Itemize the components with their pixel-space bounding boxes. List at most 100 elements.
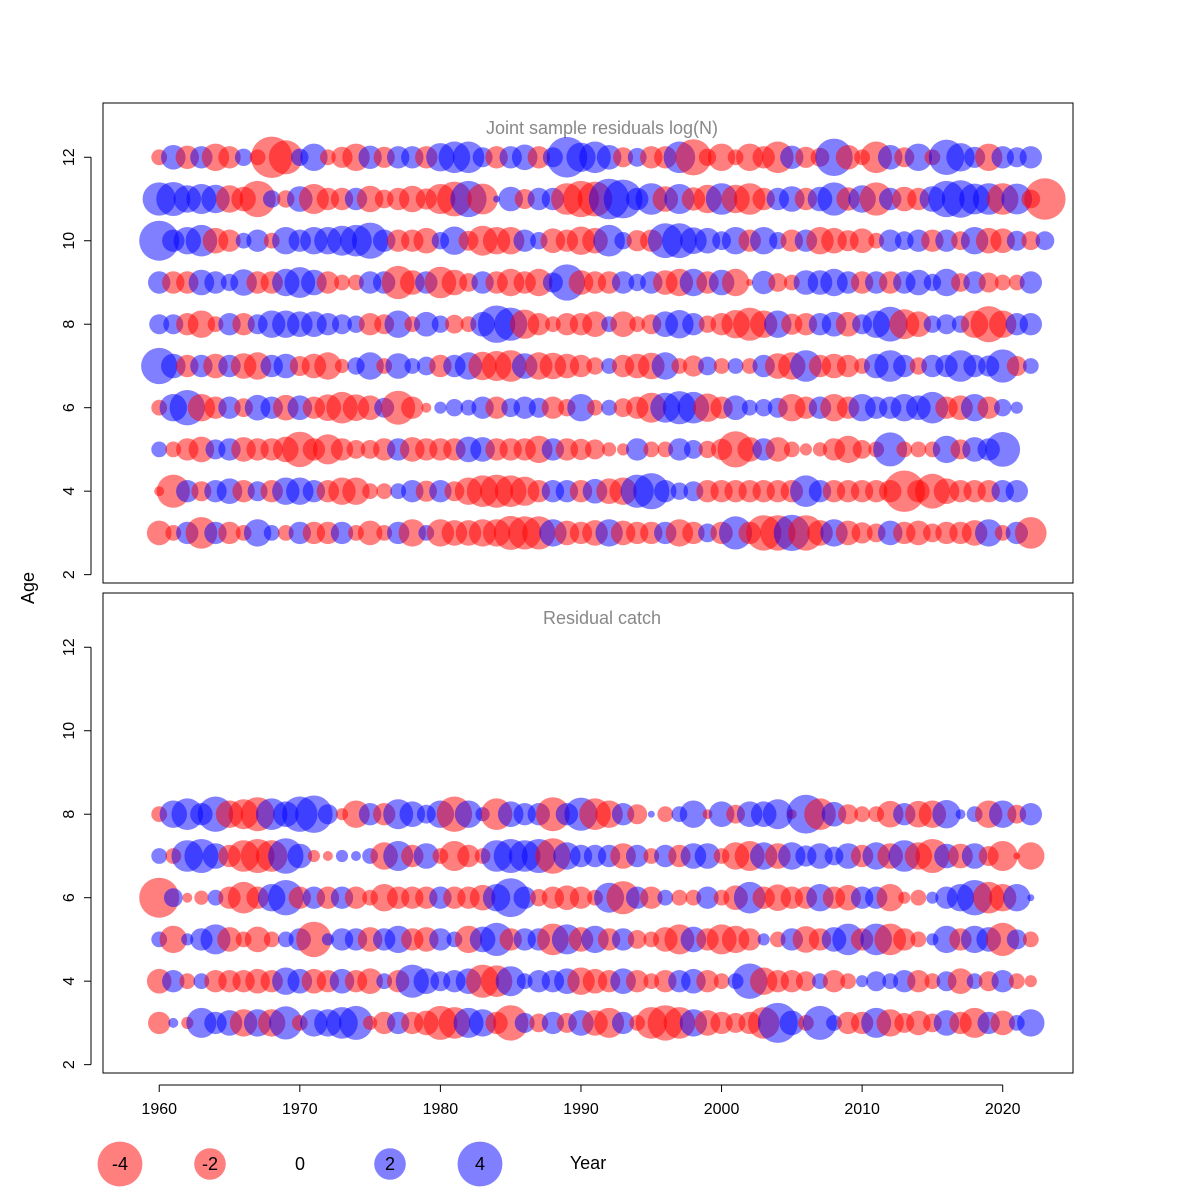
bubble-age-3-year-2000 <box>710 1011 733 1035</box>
bubble-age-9-year-2019 <box>978 272 999 293</box>
bubble-age-11-year-1967 <box>239 180 276 218</box>
bubble-age-9-year-2004 <box>768 273 788 292</box>
bubble-age-5-year-1993 <box>611 928 635 951</box>
bubble-age-9-year-2022 <box>1019 271 1042 294</box>
bubble-age-7-year-2018 <box>961 843 988 869</box>
bubble-age-4-year-2014 <box>907 970 930 993</box>
bubble-age-8-year-1975 <box>358 313 382 336</box>
bubble-age-8-year-2016 <box>932 800 961 829</box>
legend-bubble <box>194 1148 226 1180</box>
bubble-age-7-year-1975 <box>356 352 384 380</box>
bubble-age-8-year-1993 <box>611 803 635 826</box>
bubble-age-8-year-1982 <box>454 800 483 828</box>
bubble-age-7-year-1970 <box>287 843 313 869</box>
bubble-age-8-year-2016 <box>936 314 957 335</box>
bubble-age-7-year-2009 <box>836 354 860 378</box>
bubble-age-10-year-1999 <box>694 227 721 254</box>
bubble-age-8-year-1977 <box>384 310 412 338</box>
bubble-age-5-year-1994 <box>626 438 649 461</box>
bubble-age-5-year-1960 <box>151 441 168 458</box>
bubble-age-3-year-1985 <box>493 1005 529 1041</box>
y-tick-label: 8 <box>61 810 78 819</box>
bubble-age-6-year-1984 <box>485 396 508 419</box>
bubble-age-8-year-1980 <box>431 315 450 333</box>
panel-2-bubbles <box>139 794 1045 1043</box>
bubble-age-4-year-1975 <box>357 968 383 994</box>
x-tick-label: 2020 <box>985 1101 1021 1118</box>
bubble-age-6-year-2003 <box>755 399 773 417</box>
bubble-age-7-year-2001 <box>727 358 744 374</box>
bubble-age-3-year-1973 <box>330 521 354 545</box>
bubble-age-3-year-1960 <box>146 520 172 546</box>
bubble-age-5-year-1990 <box>570 438 592 460</box>
bubble-age-3-year-2014 <box>906 1010 931 1036</box>
bubble-age-6-year-1975 <box>357 395 383 421</box>
bubble-age-7-year-1960 <box>151 848 168 864</box>
bubble-age-10-year-1992 <box>593 224 625 257</box>
bubble-age-8-year-2008 <box>821 801 847 827</box>
bubble-age-8-year-2014 <box>905 311 932 338</box>
bubble-age-3-year-2019 <box>975 519 1003 547</box>
bubble-age-7-year-2021 <box>1006 356 1027 376</box>
bubble-age-8-year-1994 <box>627 804 648 825</box>
y-tick-label: 6 <box>61 893 78 902</box>
bubble-age-5-year-1994 <box>627 930 647 949</box>
y-tick-label: 2 <box>61 570 78 579</box>
bubble-age-4-year-1974 <box>342 477 370 505</box>
bubble-age-5-year-1961 <box>159 925 187 954</box>
bubble-age-4-year-1994 <box>626 970 649 993</box>
bubble-age-8-year-2022 <box>1019 803 1042 826</box>
bubble-age-4-year-2015 <box>924 973 941 990</box>
bubble-age-5-year-1998 <box>684 440 703 459</box>
bubble-age-5-year-2014 <box>910 931 927 948</box>
bubble-age-4-year-1962 <box>179 973 196 990</box>
bubble-age-6-year-1979 <box>421 402 432 413</box>
y-tick-label: 2 <box>61 1060 78 1069</box>
y-tick-label: 12 <box>61 638 78 656</box>
bubble-age-4-year-1980 <box>429 480 452 503</box>
x-tick-label: 1990 <box>563 1101 599 1118</box>
bubble-age-7-year-2022 <box>1022 358 1039 374</box>
bubble-age-4-year-1975 <box>362 483 378 500</box>
bubble-age-8-year-2004 <box>762 799 793 830</box>
bubble-age-12-year-2014 <box>904 143 933 171</box>
panel-2-frame <box>102 592 1074 1074</box>
bubble-age-12-year-1972 <box>320 149 336 166</box>
bubble-age-9-year-1981 <box>441 269 468 296</box>
bubble-age-7-year-1999 <box>694 843 721 869</box>
bubble-age-6-year-2020 <box>994 399 1012 417</box>
bubble-age-9-year-2020 <box>994 274 1011 291</box>
bubble-age-4-year-2018 <box>966 973 983 990</box>
bubble-age-10-year-1967 <box>246 229 269 252</box>
bubble-age-3-year-1978 <box>398 519 426 547</box>
bubble-age-5-year-1972 <box>321 933 334 946</box>
legend-bubble <box>374 1148 406 1180</box>
bubble-age-4-year-2009 <box>840 973 856 990</box>
bubble-age-5-year-2010 <box>852 440 872 459</box>
bubble-age-5-year-1967 <box>244 926 271 953</box>
bubble-age-5-year-1999 <box>698 440 717 459</box>
bubble-age-5-year-1963 <box>188 436 215 463</box>
bubble-age-4-year-2021 <box>1008 973 1025 990</box>
bubble-age-7-year-2013 <box>893 354 916 378</box>
bubble-age-12-year-2022 <box>1019 146 1042 169</box>
bubble-age-6-year-1978 <box>401 396 424 419</box>
bubble-age-7-year-1972 <box>314 352 342 380</box>
bubble-age-12-year-2006 <box>795 146 817 168</box>
bubble-age-4-year-2022 <box>1024 975 1037 988</box>
bubble-age-8-year-2015 <box>923 315 942 333</box>
bubble-age-5-year-2009 <box>834 435 862 464</box>
bubble-age-6-year-2022 <box>1027 894 1035 902</box>
panel-1-title: Joint sample residuals log(N) <box>486 118 718 138</box>
bubble-age-6-year-1999 <box>696 886 719 909</box>
bubble-age-3-year-2010 <box>851 522 873 544</box>
bubble-age-12-year-1969 <box>268 140 303 175</box>
bubble-age-10-year-1986 <box>513 229 536 252</box>
bubble-age-8-year-1994 <box>629 316 646 333</box>
bubble-age-6-year-1960 <box>139 877 180 918</box>
bubble-age-7-year-1994 <box>626 844 649 868</box>
bubble-age-3-year-1993 <box>611 1011 635 1035</box>
bubble-age-6-year-2001 <box>723 395 748 421</box>
y-tick-label: 8 <box>61 320 78 329</box>
panel-1-bubbles <box>139 136 1066 552</box>
